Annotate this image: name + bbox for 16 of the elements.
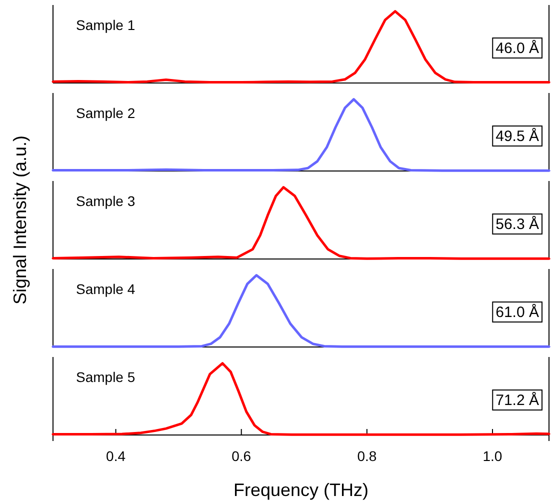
x-tick-label: 1.0 — [482, 448, 502, 464]
annotation: Sample 2 — [76, 105, 136, 121]
x-tick-label: 0.6 — [232, 448, 252, 464]
x-tick-label: 0.4 — [106, 448, 126, 464]
annotation: 49.5 Å — [496, 127, 539, 145]
annotation: Sample 5 — [76, 369, 136, 385]
x-axis-title: Frequency (THz) — [233, 480, 369, 500]
annotation: 56.3 Å — [496, 215, 539, 233]
y-axis-title: Signal Intensity (a.u.) — [10, 135, 30, 305]
x-tick-label: 0.8 — [357, 448, 377, 464]
annotation: Sample 3 — [76, 193, 136, 209]
annotation: Sample 1 — [76, 17, 136, 33]
annotation: Sample 4 — [76, 281, 136, 297]
annotation: 71.2 Å — [496, 391, 539, 409]
annotation: 61.0 Å — [496, 303, 539, 321]
annotation: 46.0 Å — [496, 39, 539, 57]
